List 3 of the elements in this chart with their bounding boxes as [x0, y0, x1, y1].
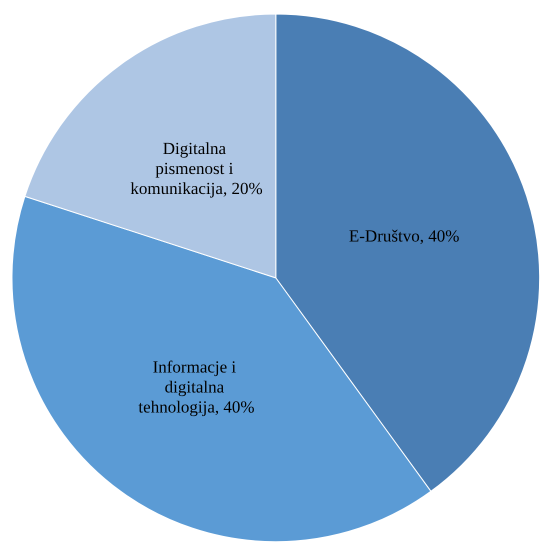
slice-label: E-Društvo, 40% — [348, 226, 460, 246]
slice-label: Digitalna pismenost i komunikacija, 20% — [130, 139, 263, 198]
slice-label: Informacje i digitalna tehnologija, 40% — [138, 358, 255, 417]
